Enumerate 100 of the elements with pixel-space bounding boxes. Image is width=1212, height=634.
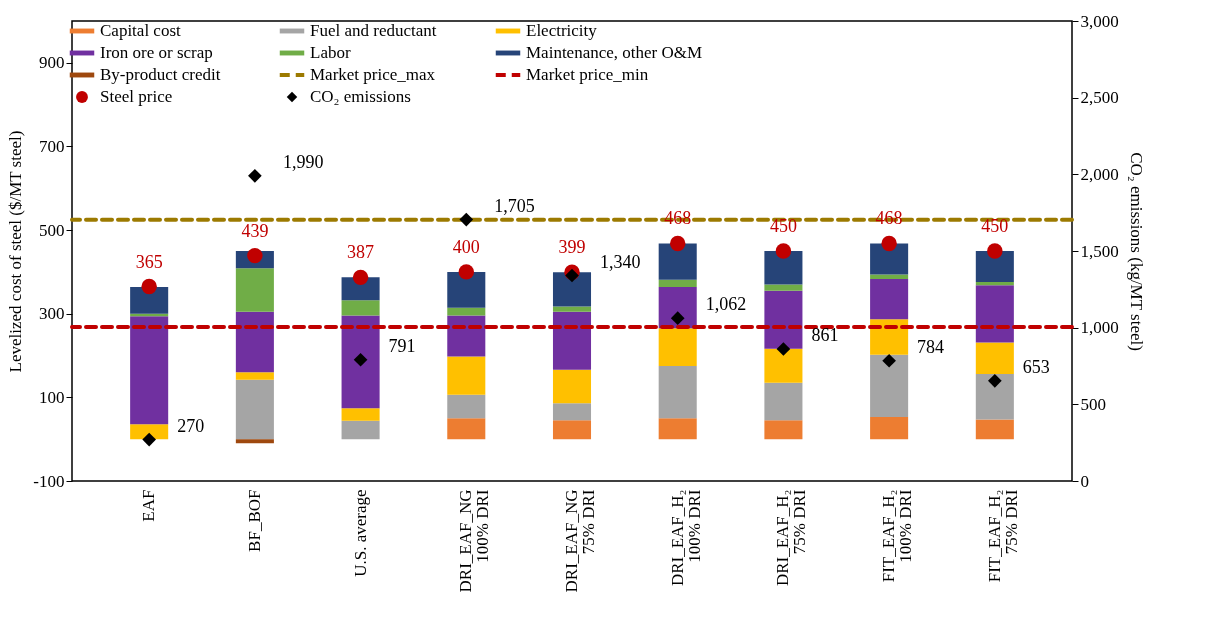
bar <box>975 342 1014 374</box>
bar <box>975 281 1014 286</box>
y-tick-label: 900 <box>39 53 65 73</box>
bar <box>341 420 380 440</box>
point <box>353 352 368 367</box>
bar <box>130 424 169 440</box>
x-tick-label: DRI_EAF_H₂ 100% DRI <box>667 489 704 587</box>
bar <box>870 279 909 320</box>
bar <box>552 306 592 312</box>
legend-label: Labor <box>310 43 351 62</box>
bar <box>658 279 697 287</box>
data-label: 1,705 <box>494 195 535 216</box>
y2-tick-label: 1,000 <box>1080 318 1119 338</box>
bar <box>658 418 697 440</box>
point <box>669 235 686 252</box>
data-label: 1,340 <box>600 251 641 272</box>
x-tick-label: EAF <box>139 489 159 522</box>
y2-axis-title: CO₂ emissions (kg/MT steel) <box>1126 152 1146 351</box>
y-tick-label: 300 <box>39 304 65 324</box>
bar <box>235 268 274 312</box>
data-label: 450 <box>981 216 1009 236</box>
bar <box>764 382 803 421</box>
data-label: 1,062 <box>705 294 747 315</box>
bar <box>552 272 592 307</box>
legend-label: CO₂ emissions <box>310 87 411 106</box>
bar <box>658 243 697 280</box>
bar <box>552 369 592 404</box>
point <box>775 243 792 259</box>
x-tick-label: BF_BOF <box>244 489 264 552</box>
y-tick-label: 100 <box>39 387 65 407</box>
data-label: 399 <box>558 237 586 258</box>
bar <box>447 394 486 419</box>
y2-tick-label: 1,500 <box>1080 241 1119 261</box>
bar <box>764 284 803 291</box>
legend-label: By-product credit <box>100 65 221 84</box>
legend-label: Market price_min <box>526 65 649 84</box>
y-tick-label: -100 <box>33 471 65 491</box>
data-label: 365 <box>135 251 163 272</box>
x-tick-label: FIT_EAF_H₂ 75% DRI <box>984 489 1021 583</box>
x-tick-label: DRI_EAF_H₂ 75% DRI <box>773 489 810 587</box>
bar <box>552 311 592 370</box>
x-tick-label: FIT_EAF_H₂ 100% DRI <box>879 489 916 583</box>
point <box>988 374 1002 388</box>
y2-tick-label: 0 <box>1080 471 1089 491</box>
bar <box>447 418 486 440</box>
legend-label: Maintenance, other O&M <box>526 43 703 62</box>
y2-tick-label: 2,000 <box>1080 164 1119 184</box>
legend-label: Capital cost <box>100 21 182 40</box>
bar <box>764 420 803 440</box>
y-tick-label: 500 <box>39 220 65 240</box>
point <box>248 169 262 183</box>
bar <box>552 403 592 421</box>
data-label: 439 <box>241 220 269 241</box>
point <box>882 353 896 368</box>
data-label: 1,990 <box>282 151 324 172</box>
bar <box>447 271 486 308</box>
data-label: 861 <box>811 324 839 345</box>
bar <box>870 417 909 440</box>
data-label: 791 <box>388 335 416 356</box>
bar <box>975 251 1014 282</box>
bar <box>341 300 380 316</box>
point <box>565 268 579 283</box>
bar <box>130 316 169 425</box>
bar <box>447 307 486 316</box>
bar <box>870 274 909 280</box>
point <box>881 235 897 252</box>
bar <box>870 319 909 355</box>
x-tick-label: U.S. average <box>350 489 370 577</box>
y2-tick-label: 3,000 <box>1080 11 1119 31</box>
bar <box>764 290 803 349</box>
x-tick-label: DRI_EAF_NG 100% DRI <box>456 489 493 593</box>
bar <box>447 356 486 395</box>
data-label: 653 <box>1022 356 1050 377</box>
point <box>141 278 157 295</box>
x-tick-label: DRI_EAF_NG 75% DRI <box>562 489 598 593</box>
point <box>459 212 474 227</box>
legend-label: Steel price <box>100 87 173 106</box>
bar <box>975 285 1014 343</box>
bar <box>870 354 909 418</box>
bar <box>130 286 169 314</box>
bar <box>235 379 274 440</box>
y-tick-label: 700 <box>39 136 65 156</box>
bar <box>658 328 697 366</box>
point <box>776 342 791 356</box>
data-label: 450 <box>769 216 797 236</box>
bar <box>870 243 909 275</box>
bar <box>447 315 486 357</box>
data-label: 387 <box>347 242 375 263</box>
bar <box>235 311 274 373</box>
point <box>458 264 475 280</box>
bar <box>235 372 274 380</box>
data-label: 784 <box>917 336 945 357</box>
y2-tick-label: 2,500 <box>1080 88 1119 108</box>
bar <box>975 373 1014 420</box>
legend-label: Electricity <box>526 21 598 40</box>
y2-tick-label: 500 <box>1080 394 1106 414</box>
bar <box>341 315 380 409</box>
y-axis-title: Levelized cost of steel ($/MT steel) <box>6 130 26 373</box>
point <box>670 311 685 325</box>
point <box>352 269 369 286</box>
